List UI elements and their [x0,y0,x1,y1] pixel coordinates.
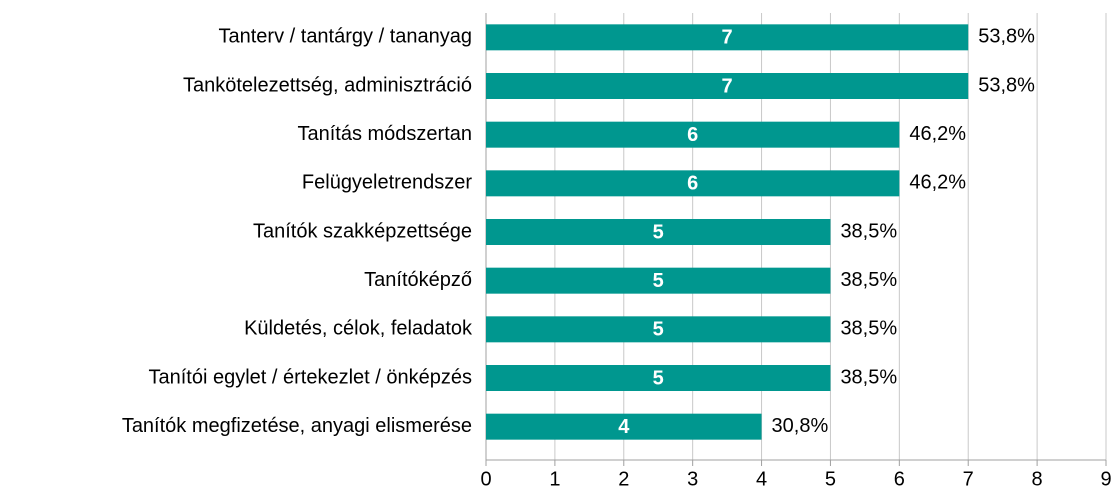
share-label: 38,5% [840,220,897,242]
share-label: 46,2% [909,123,966,145]
data-label: 5 [653,221,664,243]
bar [486,121,900,148]
x-tick-label: 6 [894,468,905,490]
x-tick-label: 9 [1100,468,1111,490]
y-tick-label: Tanítás módszertan [297,123,472,145]
data-label: 4 [618,416,630,438]
data-label: 5 [653,367,664,389]
x-tick-label: 5 [825,468,836,490]
y-tick-label: Tanítói egylet / értekezlet / önképzés [148,366,472,388]
y-tick-label: Tanítóképző [364,269,472,291]
share-label: 38,5% [840,366,897,388]
x-tick-label: 0 [480,468,491,490]
x-tick-label: 3 [687,468,698,490]
bar [486,24,969,51]
y-tick-label: Felügyeletrendszer [302,172,472,194]
x-tick-label: 7 [963,468,974,490]
x-tick-label: 4 [756,468,767,490]
y-tick-label: Tanítók szakképzettsége [253,220,472,242]
share-label: 30,8% [772,415,829,437]
x-tick-label: 2 [618,468,629,490]
bar [486,219,831,245]
bar [486,267,831,294]
share-label: 38,5% [840,269,897,291]
data-label: 5 [653,270,664,292]
share-label: 38,5% [840,318,897,340]
y-tick-label: Tankötelezettség, adminisztráció [183,74,472,96]
data-label: 7 [722,27,733,49]
bar [486,73,969,99]
bar [486,365,831,391]
share-label: 53,8% [978,74,1035,96]
x-tick-label: 1 [549,468,560,490]
bar [486,316,831,343]
data-label: 6 [687,124,698,146]
bar [486,413,762,440]
share-label: 46,2% [909,172,966,194]
data-label: 5 [653,319,664,341]
data-label: 6 [687,173,698,195]
bar [486,170,900,197]
y-tick-label: Tanítók megfizetése, anyagi elismerése [122,415,472,437]
y-tick-label: Küldetés, célok, feladatok [244,318,473,340]
data-label: 7 [722,75,733,97]
x-tick-label: 8 [1032,468,1043,490]
share-label: 53,8% [978,26,1035,48]
y-tick-label: Tanterv / tantárgy / tananyag [219,26,473,48]
